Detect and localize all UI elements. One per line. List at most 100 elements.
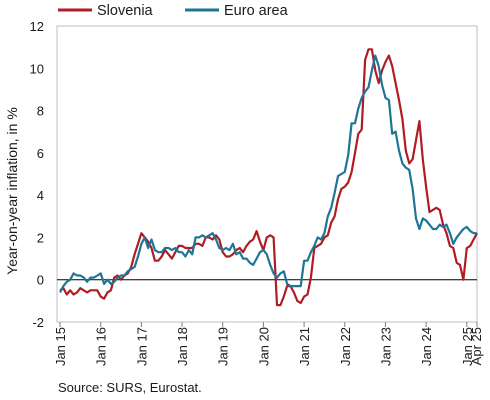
data-point-euro-area — [300, 285, 302, 287]
data-point-slovenia — [462, 279, 464, 281]
data-point-euro-area — [368, 86, 370, 88]
data-point-euro-area — [259, 251, 261, 253]
data-point-slovenia — [90, 289, 92, 291]
data-point-euro-area — [337, 175, 339, 177]
data-point-euro-area — [168, 247, 170, 249]
data-point-slovenia — [76, 291, 78, 293]
data-point-euro-area — [178, 251, 180, 253]
data-point-slovenia — [439, 209, 441, 211]
data-point-slovenia — [459, 264, 461, 266]
data-point-euro-area — [103, 283, 105, 285]
data-point-euro-area — [174, 247, 176, 249]
data-point-euro-area — [157, 251, 159, 253]
data-point-euro-area — [218, 247, 220, 249]
data-point-euro-area — [425, 220, 427, 222]
data-point-slovenia — [127, 272, 129, 274]
data-point-euro-area — [435, 228, 437, 230]
data-point-euro-area — [330, 207, 332, 209]
data-point-slovenia — [344, 186, 346, 188]
data-point-euro-area — [439, 224, 441, 226]
data-point-euro-area — [327, 215, 329, 217]
y-tick-label: 8 — [37, 104, 44, 119]
x-tick-label: Apr 25 — [469, 327, 484, 365]
data-point-slovenia — [456, 262, 458, 264]
data-point-euro-area — [235, 253, 237, 255]
data-point-slovenia — [229, 256, 231, 258]
data-point-slovenia — [469, 245, 471, 247]
data-point-euro-area — [340, 173, 342, 175]
data-point-slovenia — [432, 209, 434, 211]
data-point-slovenia — [307, 294, 309, 296]
data-point-slovenia — [273, 236, 275, 238]
data-point-euro-area — [66, 281, 68, 283]
data-point-slovenia — [398, 99, 400, 101]
data-point-slovenia — [256, 230, 258, 232]
data-point-euro-area — [347, 154, 349, 156]
data-point-slovenia — [310, 277, 312, 279]
legend-label-slovenia: Slovenia — [97, 3, 154, 19]
data-point-euro-area — [229, 249, 231, 251]
data-point-euro-area — [323, 232, 325, 234]
data-point-euro-area — [293, 285, 295, 287]
data-point-slovenia — [374, 69, 376, 71]
data-point-slovenia — [239, 247, 241, 249]
data-point-euro-area — [469, 230, 471, 232]
plot-area-frame — [56, 25, 478, 323]
data-point-euro-area — [286, 283, 288, 285]
data-point-slovenia — [215, 234, 217, 236]
data-point-euro-area — [415, 217, 417, 219]
data-point-euro-area — [249, 262, 251, 264]
data-point-slovenia — [347, 182, 349, 184]
data-point-slovenia — [249, 241, 251, 243]
data-point-euro-area — [154, 249, 156, 251]
data-point-euro-area — [351, 122, 353, 124]
data-point-euro-area — [195, 236, 197, 238]
x-axis-ticks: Jan 15 Jan 16 Jan 17 Jan 18 Jan 19 Jan 20 Jan … — [53, 322, 484, 366]
data-point-slovenia — [405, 150, 407, 152]
data-point-euro-area — [90, 277, 92, 279]
data-point-slovenia — [330, 222, 332, 224]
data-point-slovenia — [395, 82, 397, 84]
data-point-slovenia — [151, 247, 153, 249]
data-point-slovenia — [418, 120, 420, 122]
data-point-euro-area — [313, 245, 315, 247]
y-tick-label: 0 — [37, 273, 44, 288]
data-point-slovenia — [412, 158, 414, 160]
data-point-slovenia — [117, 275, 119, 277]
data-point-euro-area — [191, 253, 193, 255]
data-point-slovenia — [279, 304, 281, 306]
y-axis-title: Year-on-year inflation, in % — [4, 107, 20, 275]
series-line-euro-area — [59, 54, 477, 293]
data-point-euro-area — [354, 122, 356, 124]
data-point-euro-area — [446, 224, 448, 226]
data-point-euro-area — [113, 281, 115, 283]
data-point-euro-area — [290, 285, 292, 287]
data-point-slovenia — [147, 241, 149, 243]
data-point-slovenia — [401, 118, 403, 120]
data-point-euro-area — [320, 239, 322, 241]
data-point-slovenia — [178, 245, 180, 247]
data-point-euro-area — [473, 232, 475, 234]
data-point-slovenia — [100, 296, 102, 298]
data-point-slovenia — [381, 69, 383, 71]
data-point-euro-area — [371, 69, 373, 71]
x-tick-label: Jan 17 — [134, 327, 149, 366]
data-point-euro-area — [398, 150, 400, 152]
data-point-slovenia — [154, 260, 156, 262]
data-point-slovenia — [452, 247, 454, 249]
data-point-slovenia — [422, 158, 424, 160]
data-point-euro-area — [408, 169, 410, 171]
data-point-slovenia — [473, 239, 475, 241]
data-point-slovenia — [442, 224, 444, 226]
data-point-slovenia — [188, 247, 190, 249]
data-point-euro-area — [107, 279, 109, 281]
data-point-euro-area — [418, 228, 420, 230]
data-point-euro-area — [181, 251, 183, 253]
data-point-slovenia — [415, 139, 417, 141]
data-point-slovenia — [313, 247, 315, 249]
data-point-slovenia — [157, 260, 159, 262]
data-point-euro-area — [476, 232, 478, 234]
series-points — [59, 48, 478, 306]
data-point-slovenia — [354, 152, 356, 154]
